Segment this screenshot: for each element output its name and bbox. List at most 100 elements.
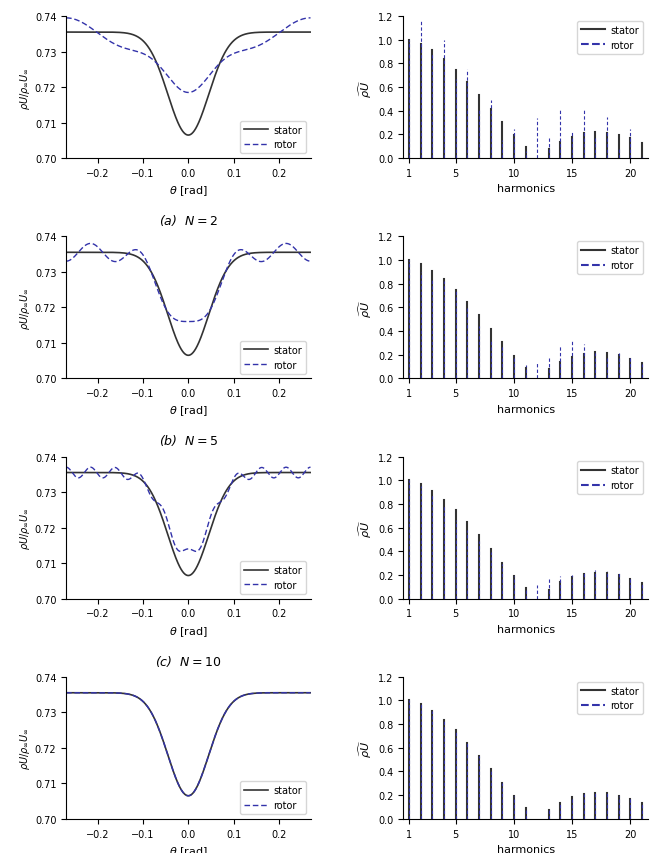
Legend: stator, rotor: stator, rotor: [577, 242, 643, 275]
stator: [230, 256, 238, 266]
stator: [184, 791, 192, 801]
rotor: [87, 462, 95, 473]
Line: stator: stator: [66, 693, 311, 796]
rotor: [230, 473, 238, 483]
Y-axis label: $\widehat{\rho U}$: $\widehat{\rho U}$: [357, 739, 374, 757]
rotor: [170, 537, 178, 548]
Text: (a)  $N = 2$: (a) $N = 2$: [159, 213, 217, 228]
stator: [62, 248, 70, 258]
Y-axis label: $\rho U/\rho_\infty U_\infty$: $\rho U/\rho_\infty U_\infty$: [18, 727, 32, 769]
Y-axis label: $\rho U/\rho_\infty U_\infty$: $\rho U/\rho_\infty U_\infty$: [18, 287, 32, 329]
rotor: [257, 688, 265, 699]
Legend: stator, rotor: stator, rotor: [240, 781, 305, 814]
stator: [184, 131, 192, 141]
X-axis label: harmonics: harmonics: [496, 624, 555, 634]
stator: [257, 28, 265, 38]
Line: stator: stator: [66, 473, 311, 576]
rotor: [184, 88, 192, 98]
stator: [170, 328, 178, 338]
stator: [184, 571, 192, 581]
stator: [87, 248, 95, 258]
rotor: [184, 791, 192, 801]
stator: [307, 467, 315, 478]
rotor: [257, 40, 265, 50]
rotor: [161, 508, 169, 519]
stator: [253, 28, 261, 38]
stator: [257, 248, 265, 258]
rotor: [170, 768, 178, 778]
stator: [170, 107, 178, 118]
rotor: [307, 462, 315, 473]
rotor: [257, 463, 265, 473]
stator: [307, 248, 315, 258]
rotor: [161, 741, 169, 751]
rotor: [253, 256, 261, 266]
stator: [307, 688, 315, 698]
rotor: [170, 314, 178, 324]
stator: [230, 696, 238, 706]
Y-axis label: $\rho U/\rho_\infty U_\infty$: $\rho U/\rho_\infty U_\infty$: [18, 67, 32, 109]
stator: [87, 467, 95, 478]
Legend: stator, rotor: stator, rotor: [577, 461, 643, 495]
stator: [62, 28, 70, 38]
stator: [253, 688, 261, 699]
rotor: [87, 239, 95, 249]
rotor: [62, 14, 70, 24]
stator: [230, 476, 238, 486]
rotor: [307, 14, 315, 24]
X-axis label: $\theta$ [rad]: $\theta$ [rad]: [169, 184, 208, 198]
Legend: stator, rotor: stator, rotor: [577, 682, 643, 715]
stator: [230, 36, 238, 46]
rotor: [253, 42, 261, 52]
X-axis label: $\theta$ [rad]: $\theta$ [rad]: [169, 404, 208, 418]
Y-axis label: $\rho U/\rho_\infty U_\infty$: $\rho U/\rho_\infty U_\infty$: [18, 507, 32, 549]
Line: rotor: rotor: [66, 19, 311, 93]
Line: rotor: rotor: [66, 244, 311, 322]
X-axis label: harmonics: harmonics: [496, 404, 555, 415]
Line: rotor: rotor: [66, 467, 311, 552]
stator: [253, 248, 261, 258]
rotor: [307, 257, 315, 267]
stator: [87, 28, 95, 38]
stator: [170, 548, 178, 558]
Legend: stator, rotor: stator, rotor: [577, 22, 643, 55]
rotor: [253, 467, 261, 477]
stator: [257, 468, 265, 479]
X-axis label: $\theta$ [rad]: $\theta$ [rad]: [169, 624, 208, 638]
Legend: stator, rotor: stator, rotor: [240, 121, 305, 154]
Legend: stator, rotor: stator, rotor: [240, 341, 305, 374]
stator: [307, 28, 315, 38]
Line: rotor: rotor: [66, 693, 311, 796]
rotor: [184, 317, 192, 328]
rotor: [253, 688, 261, 699]
stator: [184, 351, 192, 361]
stator: [170, 768, 178, 778]
Text: (c)  $N = 10$: (c) $N = 10$: [155, 653, 221, 668]
rotor: [230, 49, 238, 60]
rotor: [231, 249, 239, 259]
stator: [161, 81, 169, 91]
rotor: [176, 547, 184, 557]
rotor: [87, 239, 95, 249]
stator: [62, 467, 70, 478]
rotor: [307, 688, 315, 698]
rotor: [62, 688, 70, 698]
Text: (b)  $N = 5$: (b) $N = 5$: [159, 432, 218, 448]
stator: [257, 688, 265, 699]
stator: [87, 688, 95, 698]
rotor: [161, 68, 169, 78]
Legend: stator, rotor: stator, rotor: [240, 561, 305, 594]
Y-axis label: $\widehat{\rho U}$: $\widehat{\rho U}$: [357, 299, 374, 317]
Line: stator: stator: [66, 33, 311, 136]
rotor: [161, 303, 169, 313]
rotor: [62, 257, 70, 267]
rotor: [87, 688, 95, 698]
stator: [62, 688, 70, 698]
stator: [161, 741, 169, 751]
Y-axis label: $\widehat{\rho U}$: $\widehat{\rho U}$: [357, 519, 374, 537]
stator: [253, 468, 261, 479]
Line: stator: stator: [66, 253, 311, 356]
stator: [161, 301, 169, 311]
rotor: [62, 462, 70, 473]
rotor: [170, 79, 178, 90]
